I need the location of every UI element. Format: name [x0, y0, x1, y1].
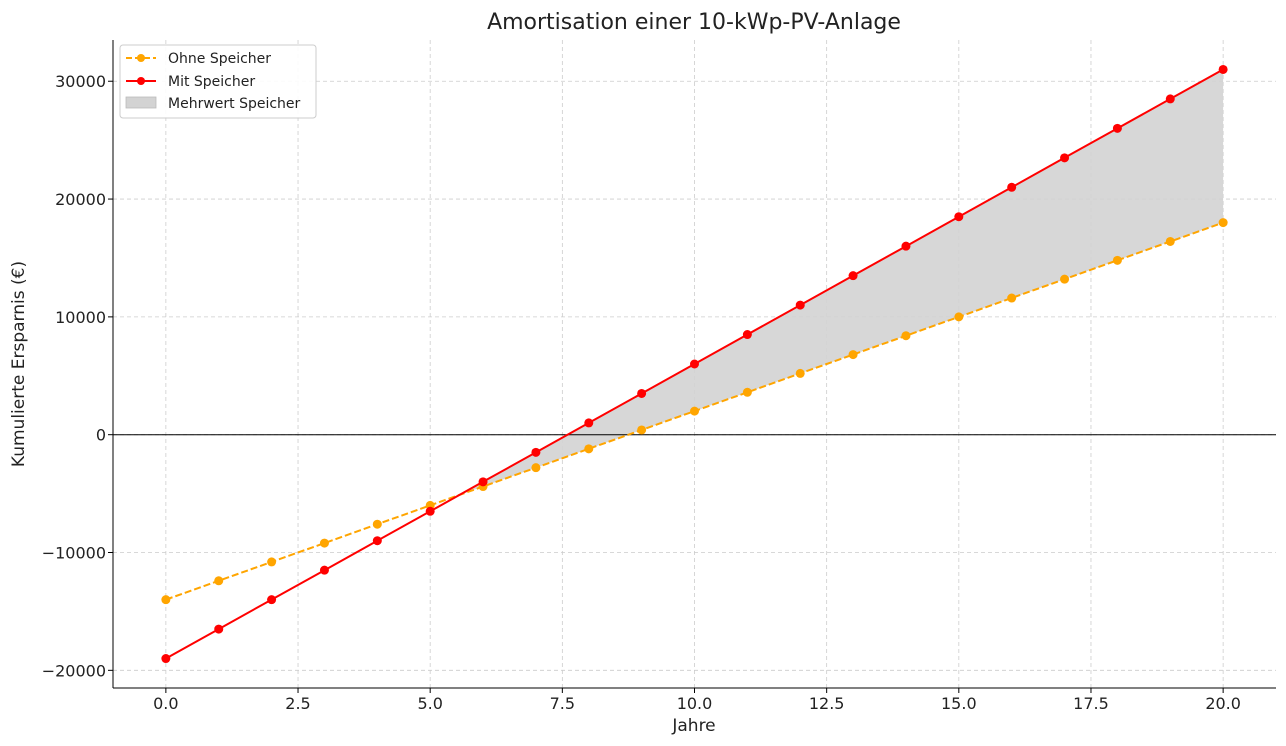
x-tick-label-2: 5.0: [417, 694, 442, 713]
x-tick-label-1: 2.5: [285, 694, 310, 713]
point-mit-speicher-3: [319, 565, 329, 575]
y-tick-label-5: 30000: [55, 72, 106, 91]
point-mit-speicher-14: [901, 241, 911, 251]
point-ohne-speicher-9: [637, 425, 647, 435]
point-ohne-speicher-16: [1007, 293, 1017, 303]
x-tick-label-3: 7.5: [550, 694, 575, 713]
point-mit-speicher-1: [214, 624, 224, 634]
point-mit-speicher-9: [637, 388, 647, 398]
x-tick-label-0: 0.0: [153, 694, 178, 713]
legend-label-mit-speicher: Mit Speicher: [168, 74, 255, 90]
point-mit-speicher-4: [372, 536, 382, 546]
point-mit-speicher-11: [742, 330, 752, 340]
legend-marker-mit-speicher: [137, 77, 145, 85]
point-ohne-speicher-10: [690, 406, 699, 416]
series-mit-speicher: [161, 64, 1228, 664]
x-tick-label-6: 15.0: [941, 694, 977, 713]
point-mit-speicher-15: [954, 212, 964, 222]
point-mit-speicher-19: [1165, 94, 1175, 104]
point-mit-speicher-6: [478, 477, 488, 487]
point-mit-speicher-5: [425, 506, 435, 516]
x-tick-label-8: 20.0: [1205, 694, 1241, 713]
legend-frame: [119, 44, 317, 119]
point-ohne-speicher-18: [1112, 255, 1122, 265]
point-ohne-speicher-8: [584, 444, 594, 454]
point-ohne-speicher-20: [1218, 218, 1228, 228]
point-ohne-speicher-0: [161, 595, 171, 605]
legend-patch-mehrwert: [125, 96, 157, 109]
point-ohne-speicher-14: [901, 331, 911, 341]
chart-title: Amortisation einer 10-kWp-PV-Anlage: [487, 10, 901, 35]
x-axis-label: Jahre: [671, 716, 715, 736]
series-layer: [161, 64, 1228, 664]
point-ohne-speicher-11: [742, 387, 752, 397]
point-ohne-speicher-19: [1165, 236, 1175, 246]
point-mit-speicher-17: [1060, 153, 1070, 163]
point-ohne-speicher-7: [531, 463, 541, 473]
point-ohne-speicher-4: [372, 519, 382, 529]
point-ohne-speicher-13: [848, 350, 858, 360]
point-ohne-speicher-3: [319, 538, 329, 548]
legend: Ohne Speicher Mit Speicher Mehrwert Spei…: [119, 44, 317, 119]
legend-marker-ohne-speicher: [137, 54, 145, 62]
point-ohne-speicher-1: [214, 576, 224, 586]
x-tick-label-7: 17.5: [1073, 694, 1109, 713]
y-tick-label-3: 10000: [55, 308, 106, 327]
point-ohne-speicher-2: [267, 557, 277, 567]
point-mit-speicher-0: [161, 654, 171, 664]
legend-label-mehrwert: Mehrwert Speicher: [168, 96, 301, 112]
point-ohne-speicher-17: [1060, 274, 1070, 284]
y-tick-label-4: 20000: [55, 190, 106, 209]
point-mit-speicher-18: [1112, 123, 1122, 133]
y-tick-label-1: −10000: [42, 544, 106, 563]
x-tick-label-5: 12.5: [809, 694, 845, 713]
x-tick-label-4: 10.0: [677, 694, 713, 713]
point-mit-speicher-7: [531, 447, 541, 457]
point-mit-speicher-16: [1007, 182, 1017, 192]
point-mit-speicher-12: [795, 300, 805, 310]
point-mit-speicher-8: [584, 418, 594, 428]
legend-label-ohne-speicher: Ohne Speicher: [168, 51, 271, 67]
point-ohne-speicher-15: [954, 312, 964, 322]
point-mit-speicher-2: [267, 595, 277, 605]
point-mit-speicher-20: [1218, 64, 1228, 74]
y-axis-label: Kumulierte Ersparnis (€): [9, 261, 29, 467]
y-tick-label-0: −20000: [42, 661, 106, 680]
point-mit-speicher-10: [690, 359, 699, 369]
point-mit-speicher-13: [848, 271, 858, 281]
y-tick-label-2: 0: [96, 426, 106, 445]
y-ticks: −20000 −10000 0 10000 20000 30000: [42, 72, 113, 680]
series-ohne-speicher: [161, 218, 1228, 605]
x-ticks: 0.0 2.5 5.0 7.5 10.0 12.5 15.0 17.5 20.0: [153, 688, 1241, 713]
point-ohne-speicher-12: [795, 368, 805, 378]
